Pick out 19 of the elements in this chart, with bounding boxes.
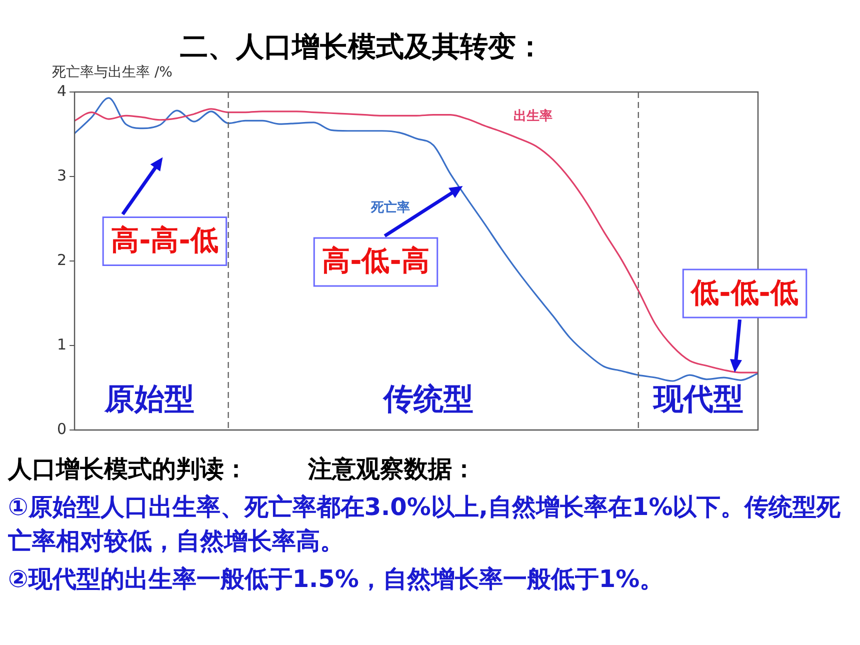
annotation: 原始型 xyxy=(104,382,195,418)
text: ①原始型人口出生率、死亡率都在3.0%以上,自然增长率在1%以下。传统型死亡率相对较低，自然增长率高。 xyxy=(8,492,842,557)
text: 死亡率 xyxy=(370,199,410,216)
y-axis-title: 死亡率与出生率 /% xyxy=(52,64,172,81)
y-tick-label: 3 xyxy=(56,166,67,184)
chart-title: 二、人口增长模式及其转变： xyxy=(180,29,544,65)
annotation: 传统型 xyxy=(382,382,474,418)
y-tick-label: 4 xyxy=(56,82,67,100)
series-label: 出生率 xyxy=(513,108,552,124)
annotation: 低-低-低 xyxy=(690,276,798,309)
text: ②现代型的出生率一般低于1.5%，自然增长率一般低于1%。 xyxy=(8,564,665,595)
text: 注意观察数据： xyxy=(308,454,476,485)
annotation: 现代型 xyxy=(652,382,744,418)
annotation: 高-高-低 xyxy=(111,224,218,257)
y-tick-label: 1 xyxy=(56,335,67,354)
y-tick-label: 2 xyxy=(56,250,67,269)
annotation: 高-低-高 xyxy=(322,244,430,278)
text: 人口增长模式的判读： xyxy=(8,454,248,485)
y-tick-label: 0 xyxy=(56,420,67,438)
